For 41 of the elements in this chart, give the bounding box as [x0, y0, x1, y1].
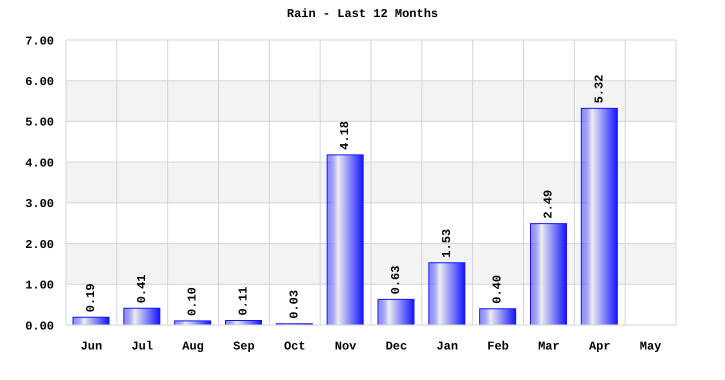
x-tick-label: Feb	[487, 340, 509, 354]
bar	[225, 320, 262, 325]
bar	[123, 308, 160, 325]
y-tick-label: 2.00	[25, 238, 54, 252]
x-tick-label: Dec	[386, 340, 408, 354]
x-tick-label: Nov	[334, 340, 356, 354]
y-tick-label: 6.00	[25, 74, 54, 89]
data-label: 2.49	[542, 190, 556, 219]
x-tick-label: Sep	[233, 340, 255, 354]
y-tick-label: 1.00	[25, 278, 54, 293]
data-label: 4.18	[338, 121, 352, 150]
bar	[428, 262, 466, 325]
x-tick-label: Jun	[80, 340, 102, 354]
x-tick-label: Apr	[588, 340, 611, 354]
x-tick-label: Mar	[538, 340, 560, 354]
x-tick-label: Oct	[284, 340, 306, 354]
y-tick-label: 3.00	[25, 197, 54, 212]
bar	[378, 298, 414, 325]
y-tick-label: 0.00	[25, 319, 54, 334]
bar	[580, 108, 618, 325]
data-label: 0.40	[490, 274, 505, 304]
data-label: 1.53	[440, 228, 454, 258]
data-label: 0.10	[186, 287, 200, 316]
bar	[72, 316, 110, 325]
x-tick-label: May	[640, 340, 662, 354]
data-label: 0.41	[134, 274, 149, 304]
data-label: 0.11	[236, 286, 250, 316]
data-label: 5.32	[592, 74, 606, 104]
data-label: 0.19	[84, 283, 98, 312]
bar	[530, 223, 567, 325]
x-tick-label: Aug	[182, 340, 204, 354]
y-tick-label: 4.00	[25, 156, 54, 170]
data-label: 0.63	[389, 266, 403, 294]
bar	[326, 154, 364, 325]
y-tick-label: 7.00	[25, 34, 54, 48]
x-tick-label: Jul	[131, 340, 154, 354]
data-label: 0.03	[287, 290, 302, 319]
bar	[479, 308, 516, 325]
y-tick-label: 5.00	[25, 116, 54, 130]
chart-title: Rain - Last 12 Months	[286, 7, 438, 21]
x-tick-label: Jan	[436, 340, 458, 354]
